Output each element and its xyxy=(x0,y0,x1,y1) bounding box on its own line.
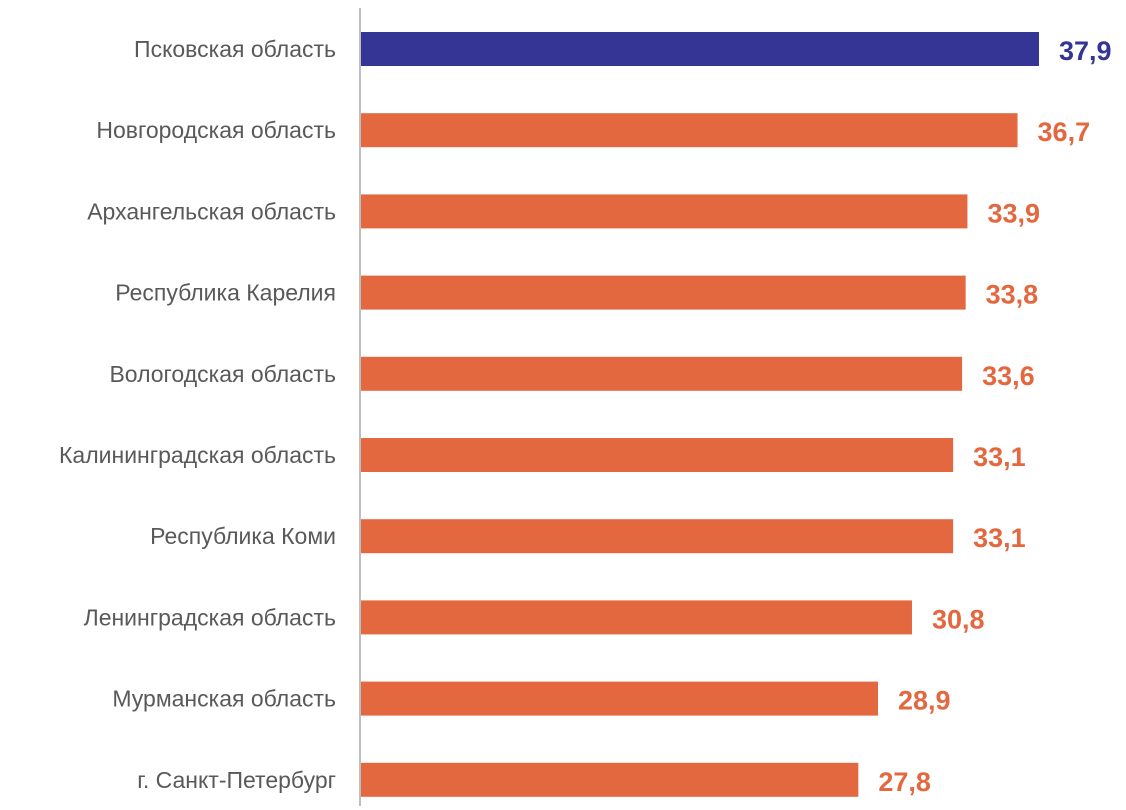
value-label-4: 33,8 xyxy=(986,280,1039,310)
bar-7 xyxy=(361,519,954,554)
bar-3 xyxy=(361,194,968,229)
bar-8 xyxy=(361,600,912,635)
category-label-7: Республика Коми xyxy=(150,523,336,549)
category-label-2: Новгородская область xyxy=(96,117,336,143)
category-label-4: Республика Карелия xyxy=(115,280,336,306)
bar-1 xyxy=(361,32,1039,66)
category-label-8: Ленинградская область xyxy=(84,604,336,630)
category-label-10: г. Санкт-Петербург xyxy=(137,767,336,793)
bar-4 xyxy=(361,275,966,310)
category-label-3: Архангельская область xyxy=(87,198,336,224)
bar-9 xyxy=(361,681,878,716)
value-label-5: 33,6 xyxy=(982,361,1035,391)
category-label-9: Мурманская область xyxy=(112,686,336,712)
value-label-3: 33,9 xyxy=(987,198,1040,228)
category-label-6: Калининградская область xyxy=(59,442,336,468)
category-label-1: Псковская область xyxy=(134,36,336,62)
category-label-5: Вологодская область xyxy=(109,361,336,387)
value-label-8: 30,8 xyxy=(932,604,985,634)
value-label-7: 33,1 xyxy=(973,523,1026,553)
bar-2 xyxy=(361,113,1018,148)
value-label-9: 28,9 xyxy=(898,686,951,716)
bar-6 xyxy=(361,438,954,472)
bar-5 xyxy=(361,356,963,391)
value-labels-group: 37,9 36,7 33,9 33,8 33,6 33,1 33,1 30,8 28,9 27,8 xyxy=(878,36,1111,797)
bar-10 xyxy=(361,762,859,797)
bars-group xyxy=(361,32,1039,797)
value-label-10: 27,8 xyxy=(878,767,931,797)
value-label-2: 36,7 xyxy=(1038,117,1091,147)
value-label-1: 37,9 xyxy=(1059,36,1112,66)
category-labels-group: Псковская область Новгородская область Арх… xyxy=(59,36,336,793)
value-label-6: 33,1 xyxy=(973,442,1026,472)
